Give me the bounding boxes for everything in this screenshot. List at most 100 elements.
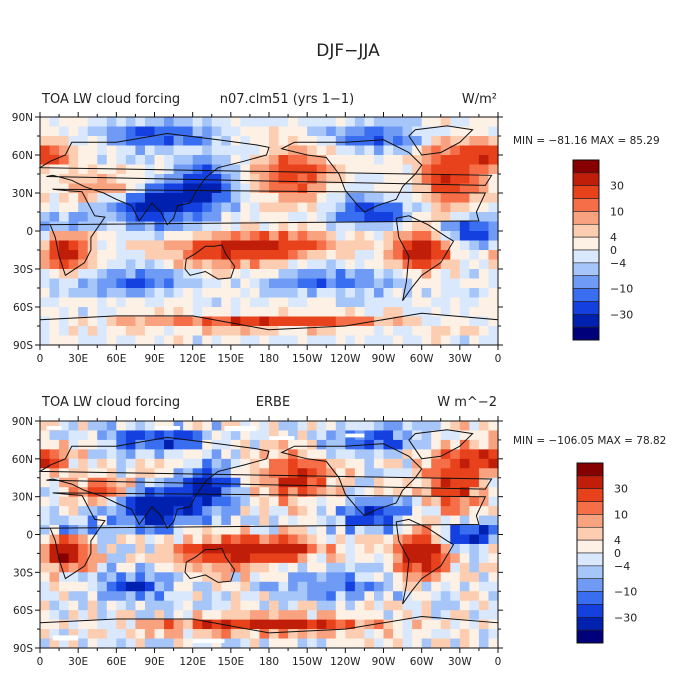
lon-label: 180 xyxy=(259,656,279,668)
colorbar-swatch xyxy=(576,552,604,567)
lat-label: 60S xyxy=(13,302,33,314)
lat-label: 30S xyxy=(13,264,33,276)
colorbar-label: 10 xyxy=(614,508,628,521)
lat-label: 0 xyxy=(26,530,33,542)
colorbar-swatch xyxy=(572,249,600,264)
lon-label: 150E xyxy=(217,353,244,365)
lon-label: 0 xyxy=(37,353,44,365)
lon-label: 90E xyxy=(145,353,165,365)
lat-label: 30N xyxy=(12,188,33,200)
lon-label: 60W xyxy=(410,353,434,365)
colorbar-swatch xyxy=(576,488,604,502)
lon-label: 150E xyxy=(217,656,244,668)
lat-label: 0 xyxy=(26,226,33,238)
colorbar-swatch xyxy=(572,301,600,315)
lat-label: 30N xyxy=(12,492,33,504)
lon-label: 0 xyxy=(495,656,502,668)
colorbar-swatch xyxy=(572,326,600,341)
colorbar-swatch xyxy=(572,313,600,328)
colorbar-swatch xyxy=(576,539,604,554)
colorbar-label: 4 xyxy=(610,231,617,244)
colorbar-swatch xyxy=(572,159,600,174)
panel-1: TOA LW cloud forcing n07.clm51 (yrs 1−1)… xyxy=(12,92,660,365)
lon-label: 120W xyxy=(330,656,361,668)
lon-label: 0 xyxy=(495,353,502,365)
colorbar-label: −30 xyxy=(614,611,637,624)
colorbar-swatch xyxy=(576,526,604,541)
panel-1-units: W/m² xyxy=(462,92,497,107)
colorbar-label: −30 xyxy=(610,308,633,321)
panel-1-colorbar: 30 10 40−4 −10 −30 xyxy=(572,159,633,341)
colorbar-swatch xyxy=(576,565,604,580)
panel-1-map xyxy=(38,117,499,346)
lon-label: 120E xyxy=(179,353,206,365)
panel-2-axes: 90N 60N 30N 0 30S 60S 90S 0 30E 60E 90E 120E 150E 180… xyxy=(12,416,503,668)
colorbar-label: 0 xyxy=(610,244,617,257)
lat-label: 60N xyxy=(12,454,33,466)
lat-label: 60N xyxy=(12,150,33,162)
colorbar-swatch xyxy=(576,475,604,490)
panel-2-colorbar: 30 10 40−4 −10 −30 xyxy=(576,462,637,644)
colorbar-swatch xyxy=(572,223,600,238)
lon-label: 30W xyxy=(448,656,472,668)
lon-label: 180 xyxy=(259,353,279,365)
lon-label: 90W xyxy=(372,656,396,668)
panel-2-left-title: TOA LW cloud forcing xyxy=(41,395,180,410)
colorbar-swatch xyxy=(576,462,604,477)
lat-label: 60S xyxy=(13,605,33,617)
lon-label: 60E xyxy=(106,656,126,668)
colorbar-swatch xyxy=(576,629,604,644)
lat-label: 30S xyxy=(13,567,33,579)
colorbar-swatch xyxy=(576,514,604,528)
lat-label: 90N xyxy=(12,416,33,428)
colorbar-swatch xyxy=(572,262,600,277)
colorbar-swatch xyxy=(576,616,604,631)
panel-1-stats: MIN = −81.16 MAX = 85.29 xyxy=(513,135,660,147)
lon-label: 30W xyxy=(448,353,472,365)
lon-label: 150W xyxy=(292,353,323,365)
lon-label: 90W xyxy=(372,353,396,365)
colorbar-label: −10 xyxy=(614,586,637,599)
colorbar-swatch xyxy=(576,604,604,618)
panel-2-units: W m^−2 xyxy=(437,395,497,410)
figure-title: DJF−JJA xyxy=(316,41,380,61)
lon-label: 120W xyxy=(330,353,361,365)
lon-label: 30E xyxy=(68,656,88,668)
panel-1-axes: 90N 60N 30N 0 30S 60S 90S 0 30E 60E 90E 120E 150E 180… xyxy=(12,112,503,365)
colorbar-swatch xyxy=(572,172,600,187)
colorbar-label: −4 xyxy=(614,560,630,573)
colorbar-swatch xyxy=(572,288,600,302)
lat-label: 90S xyxy=(13,340,33,352)
colorbar-swatch xyxy=(572,236,600,251)
lat-label: 90S xyxy=(13,643,33,655)
panel-2-center-title: ERBE xyxy=(256,395,290,410)
colorbar-swatch xyxy=(576,591,604,605)
colorbar-label: 0 xyxy=(614,547,621,560)
colorbar-label: 30 xyxy=(610,180,624,193)
lat-label: 90N xyxy=(12,112,33,124)
panel-1-center-title: n07.clm51 (yrs 1−1) xyxy=(220,92,355,107)
panel-2-map xyxy=(38,421,499,649)
lon-label: 60W xyxy=(410,656,434,668)
lon-label: 150W xyxy=(292,656,323,668)
lon-label: 0 xyxy=(37,656,44,668)
colorbar-swatch xyxy=(576,578,604,592)
panel-2-stats: MIN = −106.05 MAX = 78.82 xyxy=(513,435,666,447)
colorbar-swatch xyxy=(572,185,600,199)
colorbar-label: 10 xyxy=(610,205,624,218)
panel-1-left-title: TOA LW cloud forcing xyxy=(41,92,180,107)
lon-label: 120E xyxy=(179,656,206,668)
lon-label: 60E xyxy=(106,353,126,365)
colorbar-label: 30 xyxy=(614,483,628,496)
colorbar-label: 4 xyxy=(614,534,621,547)
colorbar-swatch xyxy=(576,501,604,515)
colorbar-label: −4 xyxy=(610,257,626,270)
lon-label: 90E xyxy=(145,656,165,668)
colorbar-swatch xyxy=(572,211,600,225)
lon-label: 30E xyxy=(68,353,88,365)
colorbar-swatch xyxy=(572,198,600,212)
colorbar-swatch xyxy=(572,275,600,289)
panel-2: TOA LW cloud forcing ERBE W m^−2 90N 60N 3… xyxy=(12,395,667,668)
colorbar-label: −10 xyxy=(610,283,633,296)
